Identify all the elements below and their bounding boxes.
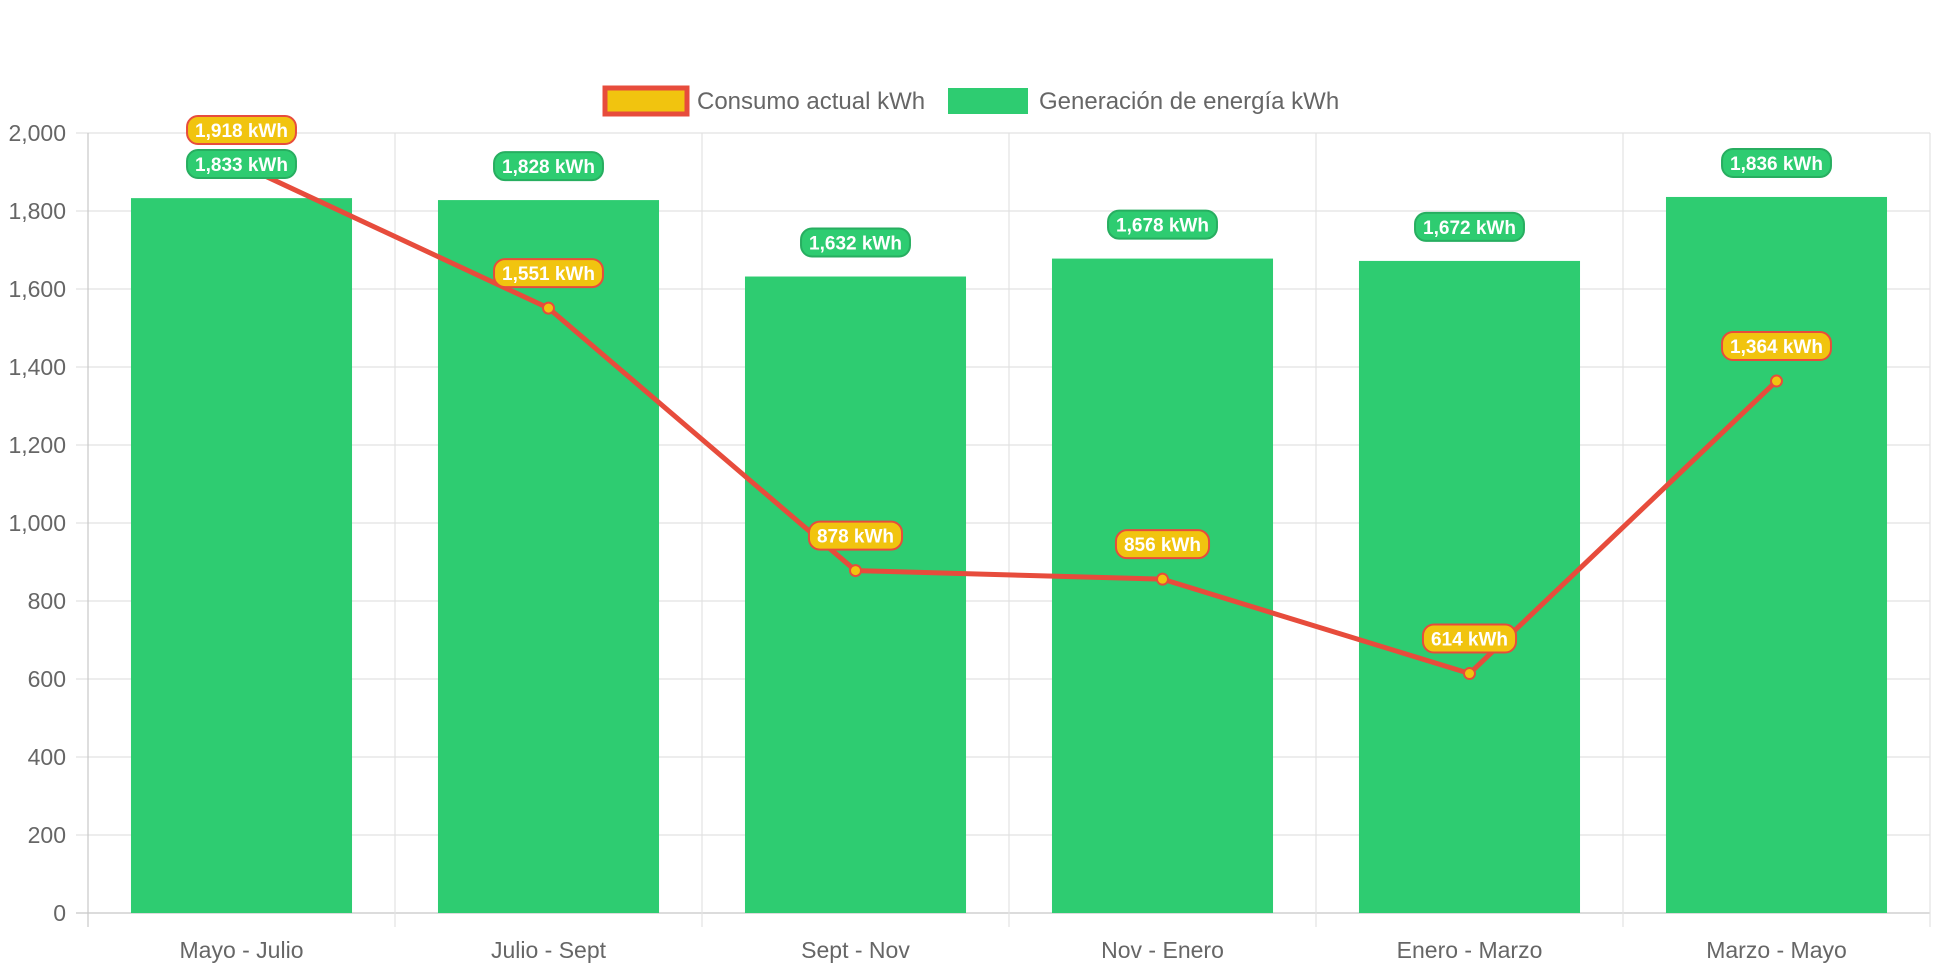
line-data-label-box bbox=[807, 520, 904, 551]
legend-label-generacion: Generación de energía kWh bbox=[1039, 88, 1339, 115]
bar bbox=[437, 200, 660, 913]
y-tick-label: 600 bbox=[28, 666, 66, 692]
bar-data-label-text: 1,632 kWh bbox=[809, 234, 902, 255]
x-tick-label: Mayo - Julio bbox=[180, 937, 304, 963]
y-tick-label: 1,800 bbox=[8, 198, 66, 224]
x-tick-label: Marzo - Mayo bbox=[1706, 937, 1847, 963]
y-tick-label: 1,000 bbox=[8, 510, 66, 536]
bar-data-label: 1,828 kWh bbox=[493, 151, 604, 182]
line-data-label: 1,918 kWh bbox=[186, 115, 297, 145]
bar bbox=[1051, 258, 1274, 914]
y-axis: 0 200 400 600 800 1,000 1,200 1,400 1,600 1,800 2,… bbox=[8, 120, 66, 926]
line-point bbox=[1463, 667, 1476, 681]
line-data-label-text: 1,364 kWh bbox=[1730, 337, 1823, 358]
grid bbox=[76, 132, 1931, 927]
bar-series bbox=[130, 196, 1888, 914]
line-point bbox=[1156, 572, 1169, 586]
bar bbox=[1358, 260, 1581, 913]
line-point bbox=[1770, 374, 1783, 388]
bar-data-label-box bbox=[1107, 209, 1218, 240]
legend-item-generacion[interactable]: Generación de energía kWh bbox=[948, 88, 1339, 115]
data-labels: 1,833 kWh 1,828 kWh 1,632 kWh 1,678 kWh 1,67… bbox=[186, 115, 1832, 654]
bar bbox=[130, 198, 353, 913]
x-axis: Mayo - Julio Julio - Sept Sept - Nov Nov - … bbox=[180, 937, 1847, 963]
line-data-label-box bbox=[1114, 529, 1211, 560]
y-tick-label: 2,000 bbox=[8, 120, 66, 146]
line-data-label-text: 614 kWh bbox=[1431, 630, 1508, 651]
line-data-label-text: 878 kWh bbox=[817, 527, 894, 548]
bar-data-label-box bbox=[186, 149, 297, 179]
line-data-label-box bbox=[1721, 331, 1832, 362]
y-tick-label: 1,200 bbox=[8, 432, 66, 458]
y-tick-label: 0 bbox=[53, 900, 66, 926]
x-tick-label: Enero - Marzo bbox=[1397, 937, 1543, 963]
line-data-label-box bbox=[1421, 623, 1518, 654]
legend-swatch-consumo bbox=[602, 85, 690, 117]
bar-data-label-box bbox=[800, 227, 911, 258]
bar bbox=[1665, 196, 1888, 913]
bar-data-label-box bbox=[1721, 147, 1832, 178]
legend-label-consumo: Consumo actual kWh bbox=[697, 88, 925, 115]
line-data-label-text: 1,918 kWh bbox=[195, 121, 288, 142]
bar-data-label-text: 1,672 kWh bbox=[1423, 218, 1516, 239]
line-data-label-text: 1,551 kWh bbox=[502, 264, 595, 285]
bar-data-label: 1,672 kWh bbox=[1414, 211, 1525, 242]
bar-data-label: 1,833 kWh bbox=[186, 149, 297, 179]
line-data-label-text: 856 kWh bbox=[1124, 535, 1201, 556]
line-point bbox=[542, 301, 555, 315]
y-tick-label: 1,600 bbox=[8, 276, 66, 302]
bar-data-label: 1,836 kWh bbox=[1721, 147, 1832, 178]
y-tick-label: 1,400 bbox=[8, 354, 66, 380]
legend-item-consumo[interactable]: Consumo actual kWh bbox=[602, 85, 925, 117]
legend-swatch-generacion bbox=[948, 88, 1028, 114]
bar-data-label: 1,632 kWh bbox=[800, 227, 911, 258]
bar-data-label-text: 1,836 kWh bbox=[1730, 154, 1823, 175]
y-tick-label: 800 bbox=[28, 588, 66, 614]
y-tick-label: 200 bbox=[28, 822, 66, 848]
y-tick-label: 400 bbox=[28, 744, 66, 770]
bar-data-label-text: 1,678 kWh bbox=[1116, 216, 1209, 237]
line-data-label: 1,551 kWh bbox=[493, 258, 604, 289]
bar-data-label-text: 1,833 kWh bbox=[195, 155, 288, 176]
bar-data-label-box bbox=[493, 151, 604, 182]
line-data-label: 856 kWh bbox=[1114, 529, 1211, 560]
bar-data-label-text: 1,828 kWh bbox=[502, 157, 595, 178]
x-tick-label: Nov - Enero bbox=[1101, 937, 1224, 963]
line-data-label: 878 kWh bbox=[807, 520, 904, 551]
bar-data-label: 1,678 kWh bbox=[1107, 209, 1218, 240]
line-data-label: 614 kWh bbox=[1421, 623, 1518, 654]
line-point bbox=[849, 564, 862, 578]
line-data-label: 1,364 kWh bbox=[1721, 331, 1832, 362]
line-data-label-box bbox=[186, 115, 297, 145]
bar-data-label-box bbox=[1414, 211, 1525, 242]
x-tick-label: Sept - Nov bbox=[801, 937, 910, 963]
line-data-label-box bbox=[493, 258, 604, 289]
bar bbox=[744, 276, 967, 913]
x-tick-label: Julio - Sept bbox=[491, 937, 607, 963]
legend: Consumo actual kWh Generación de energía… bbox=[602, 85, 1339, 117]
